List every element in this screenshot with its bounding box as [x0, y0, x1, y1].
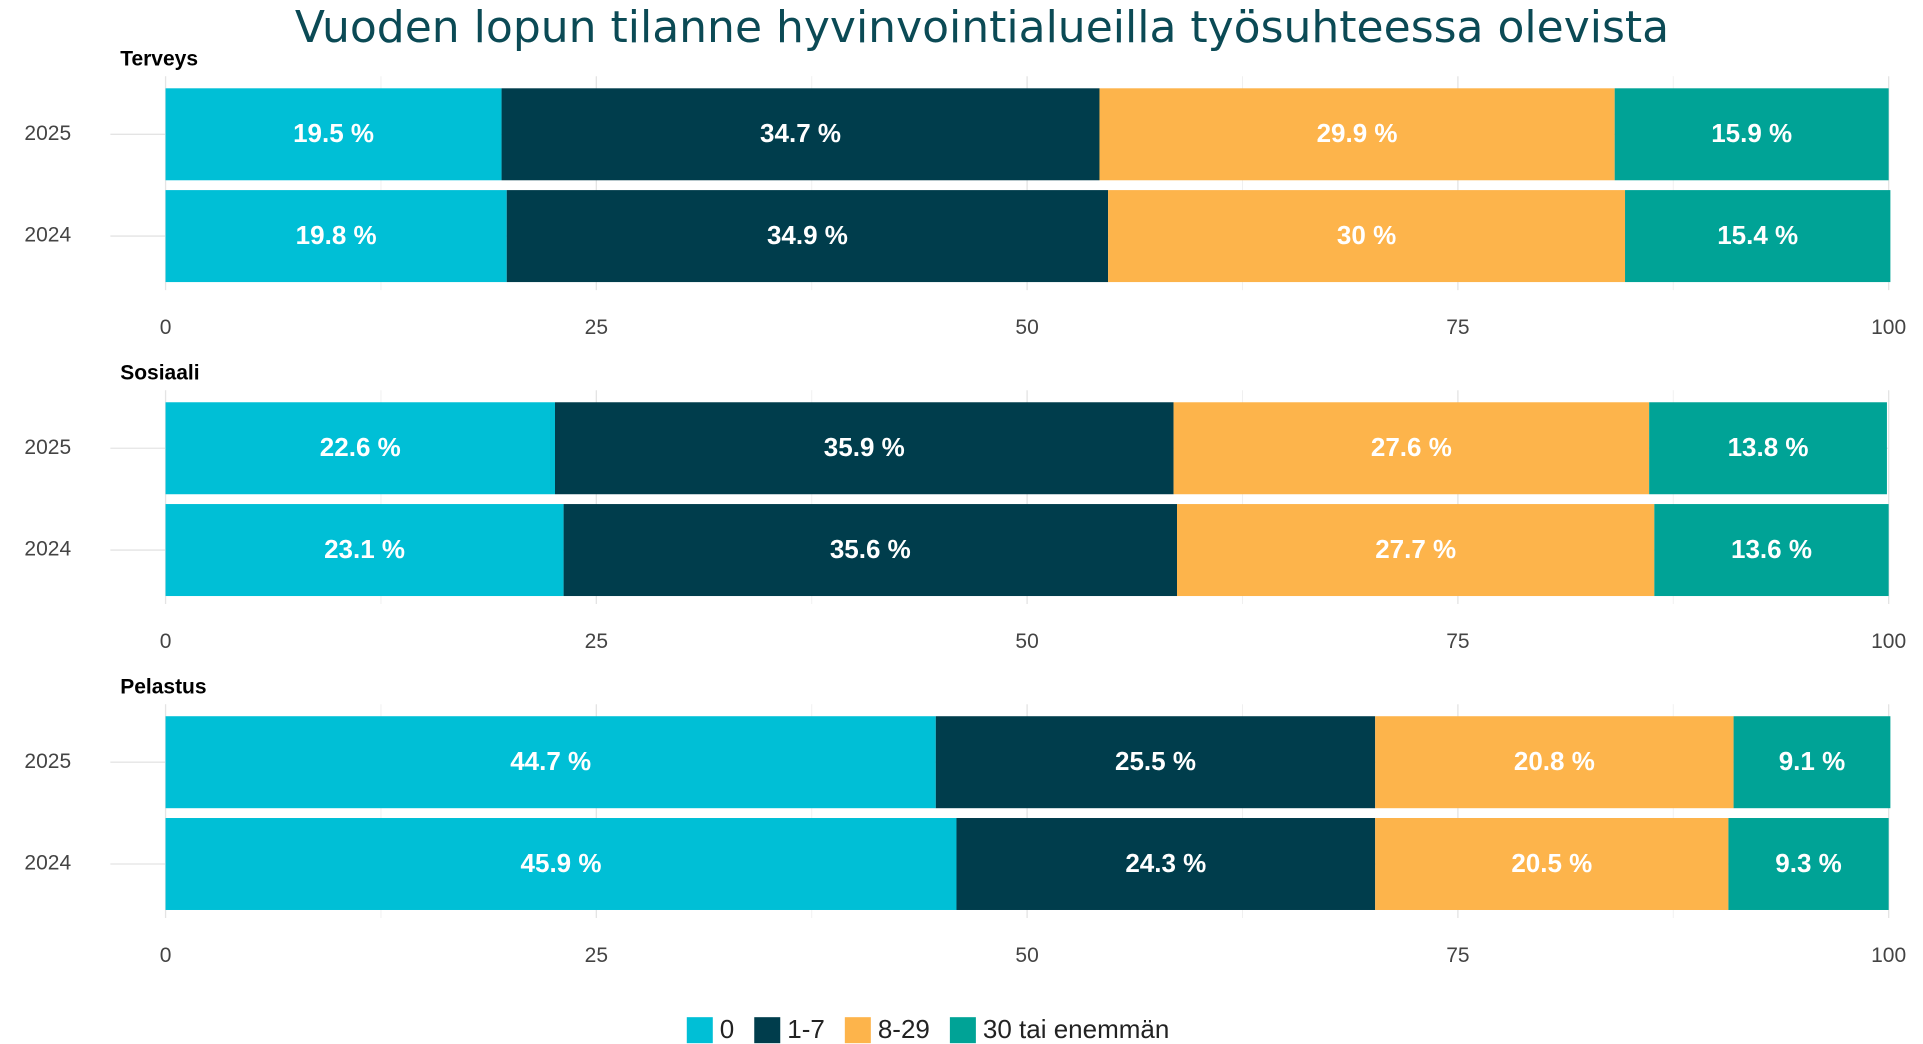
value-label: 15.4 %	[1717, 220, 1798, 250]
legend-label: 0	[720, 1014, 734, 1044]
bar-segment	[1375, 716, 1734, 809]
bar-segment	[1108, 190, 1626, 283]
value-label: 35.9 %	[824, 432, 905, 462]
bar-segment	[1173, 402, 1650, 495]
bar-segment	[1375, 818, 1729, 910]
value-label: 23.1 %	[324, 534, 405, 564]
bar-segment	[563, 504, 1178, 597]
legend-swatch	[844, 1017, 871, 1044]
value-label: 27.7 %	[1375, 534, 1456, 564]
bar-segment	[1733, 716, 1891, 809]
bar-segment	[1099, 88, 1615, 181]
value-label: 44.7 %	[510, 746, 591, 776]
value-label: 20.8 %	[1514, 746, 1595, 776]
facet-title: Terveys	[120, 48, 198, 71]
x-tick-label: 100	[1871, 630, 1906, 653]
y-tick-label: 2025	[24, 122, 71, 145]
value-label: 45.9 %	[521, 848, 602, 878]
facet-title: Sosiaali	[120, 362, 199, 385]
legend-swatch	[686, 1017, 713, 1044]
bar-segment	[506, 190, 1109, 283]
x-tick-label: 50	[1015, 316, 1038, 339]
bar-segment	[1728, 818, 1889, 910]
value-label: 25.5 %	[1115, 746, 1196, 776]
value-label: 19.5 %	[293, 118, 374, 148]
y-tick-label: 2024	[24, 224, 71, 247]
x-tick-label: 75	[1446, 944, 1469, 967]
bar-segment	[501, 88, 1100, 181]
value-label: 29.9 %	[1317, 118, 1398, 148]
bar-segment	[1177, 504, 1655, 597]
bar-segment	[165, 818, 957, 910]
value-label: 13.6 %	[1731, 534, 1812, 564]
bar-segment	[956, 818, 1376, 910]
x-tick-label: 75	[1446, 630, 1469, 653]
value-label: 20.5 %	[1511, 848, 1592, 878]
legend-label: 8-29	[878, 1014, 930, 1044]
value-label: 15.9 %	[1711, 118, 1792, 148]
x-tick-label: 100	[1871, 944, 1906, 967]
x-tick-label: 25	[585, 944, 608, 967]
bar-segment	[1625, 190, 1891, 283]
value-label: 34.9 %	[767, 220, 848, 250]
bar-segment	[165, 716, 936, 809]
x-tick-label: 0	[160, 316, 172, 339]
legend-label: 30 tai enemmän	[983, 1014, 1169, 1044]
bar-segment	[935, 716, 1376, 809]
value-label: 30 %	[1337, 220, 1396, 250]
bar-segment	[165, 504, 564, 597]
x-tick-label: 50	[1015, 944, 1038, 967]
x-tick-label: 25	[585, 316, 608, 339]
chart-title: Vuoden lopun tilanne hyvinvointialueilla…	[295, 2, 1669, 53]
value-label: 13.8 %	[1728, 432, 1809, 462]
x-tick-label: 0	[160, 630, 172, 653]
value-label: 19.8 %	[296, 220, 377, 250]
value-label: 35.6 %	[830, 534, 911, 564]
x-tick-label: 100	[1871, 316, 1906, 339]
bar-segment	[1614, 88, 1889, 181]
legend-label: 1-7	[787, 1014, 825, 1044]
bar-segment	[1654, 504, 1889, 597]
x-tick-label: 75	[1446, 316, 1469, 339]
value-label: 27.6 %	[1371, 432, 1452, 462]
x-tick-label: 50	[1015, 630, 1038, 653]
value-label: 34.7 %	[760, 118, 841, 148]
legend-swatch	[754, 1017, 781, 1044]
facet-title: Pelastus	[120, 676, 206, 699]
y-tick-label: 2024	[24, 852, 71, 875]
y-tick-label: 2025	[24, 750, 71, 773]
x-tick-label: 25	[585, 630, 608, 653]
value-label: 22.6 %	[320, 432, 401, 462]
x-tick-label: 0	[160, 944, 172, 967]
bar-segment	[165, 402, 555, 495]
value-label: 24.3 %	[1125, 848, 1206, 878]
value-label: 9.3 %	[1775, 848, 1842, 878]
legend-swatch	[949, 1017, 976, 1044]
y-tick-label: 2024	[24, 538, 71, 561]
bar-segment	[165, 190, 507, 283]
value-label: 9.1 %	[1779, 746, 1846, 776]
y-tick-label: 2025	[24, 436, 71, 459]
bar-segment	[554, 402, 1174, 495]
bar-segment	[1649, 402, 1887, 495]
bar-segment	[165, 88, 502, 181]
